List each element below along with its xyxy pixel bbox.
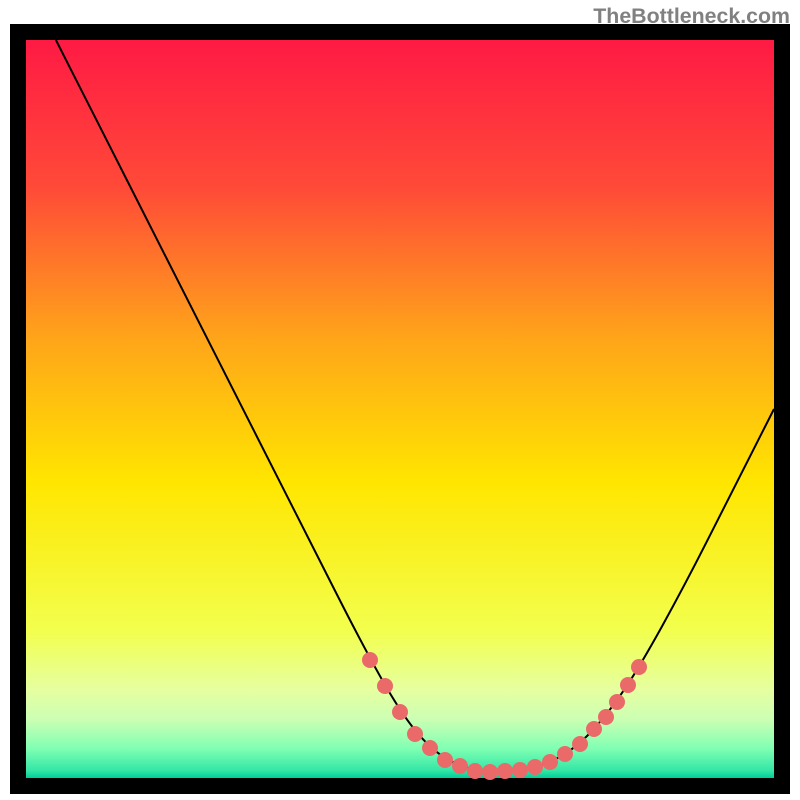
curve-marker bbox=[542, 754, 558, 770]
bottleneck-curve bbox=[56, 40, 774, 772]
curve-marker bbox=[467, 763, 483, 779]
curve-marker bbox=[512, 762, 528, 778]
curve-marker bbox=[377, 678, 393, 694]
curve-marker bbox=[620, 677, 636, 693]
curve-marker bbox=[572, 736, 588, 752]
curve-marker bbox=[482, 764, 498, 780]
curve-marker bbox=[407, 726, 423, 742]
curve-marker bbox=[422, 740, 438, 756]
watermark-text: TheBottleneck.com bbox=[593, 4, 790, 29]
curve-marker bbox=[452, 758, 468, 774]
plot-area bbox=[26, 40, 774, 778]
curve-marker bbox=[609, 694, 625, 710]
curve-marker bbox=[557, 746, 573, 762]
curve-layer bbox=[26, 40, 774, 778]
curve-marker bbox=[527, 759, 543, 775]
chart-outer-frame bbox=[10, 24, 790, 794]
curve-marker bbox=[497, 763, 513, 779]
curve-marker bbox=[437, 752, 453, 768]
curve-marker bbox=[362, 652, 378, 668]
curve-marker bbox=[392, 704, 408, 720]
curve-marker bbox=[598, 709, 614, 725]
curve-marker bbox=[586, 721, 602, 737]
curve-marker bbox=[631, 659, 647, 675]
